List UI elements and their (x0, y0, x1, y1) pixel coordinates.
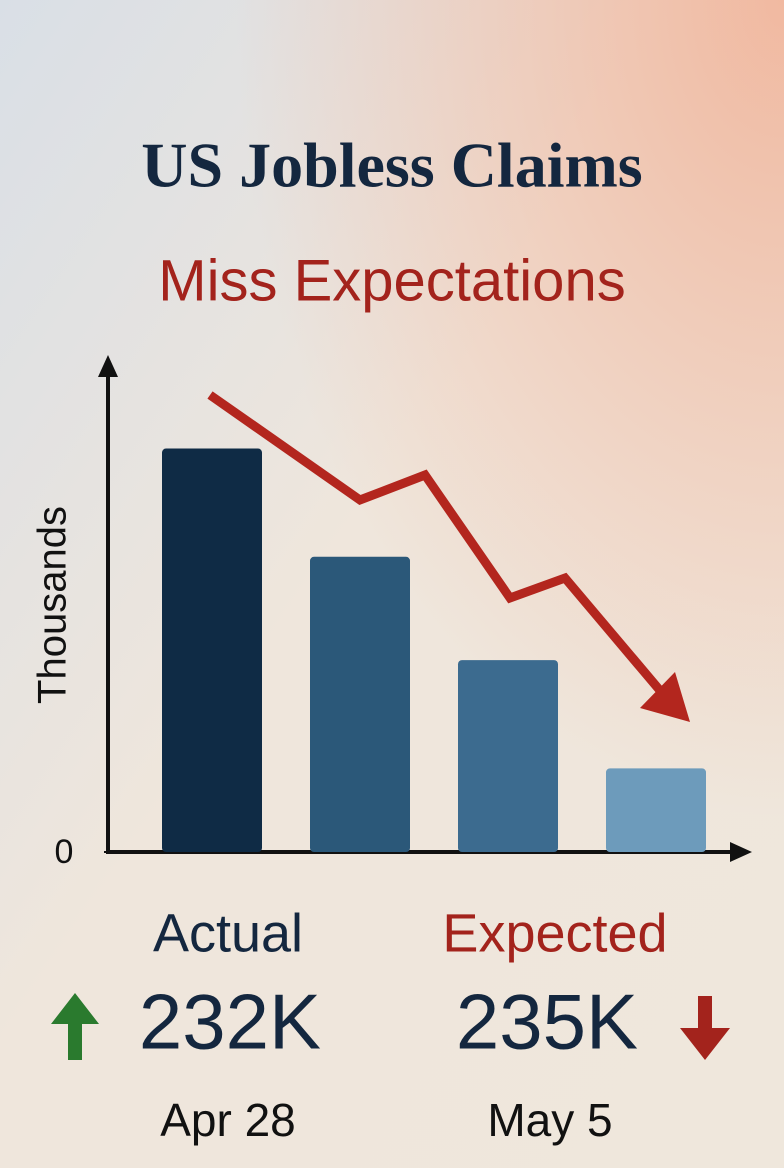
trend-arrow (207, 391, 690, 722)
y-axis-label: Thousands (31, 506, 75, 704)
callout-date: May 5 (487, 1094, 612, 1146)
bars (162, 448, 706, 852)
y-axis-arrow (98, 355, 118, 377)
up-arrow-head (51, 993, 99, 1024)
chart-title: US Jobless Claims (141, 130, 642, 201)
callout-date: Apr 28 (160, 1094, 296, 1146)
trend-line (207, 391, 672, 703)
down-arrow-shaft (698, 996, 712, 1032)
up-arrow (51, 993, 99, 1060)
bar (162, 448, 262, 852)
callout-label: Actual (153, 903, 303, 963)
down-arrow (680, 996, 730, 1060)
down-arrow-head (680, 1028, 730, 1060)
bar (458, 660, 558, 852)
bar (606, 768, 706, 852)
x-axis-arrow (730, 842, 752, 862)
bar (310, 556, 410, 852)
up-arrow-shaft (68, 1018, 82, 1060)
callout-value: 232K (139, 978, 321, 1066)
callout-label: Expected (442, 903, 667, 963)
callout-value: 235K (456, 978, 638, 1066)
chart-subtitle: Miss Expectations (158, 248, 625, 313)
trend-arrowhead (640, 672, 690, 722)
y-tick-label: 0 (55, 833, 74, 871)
